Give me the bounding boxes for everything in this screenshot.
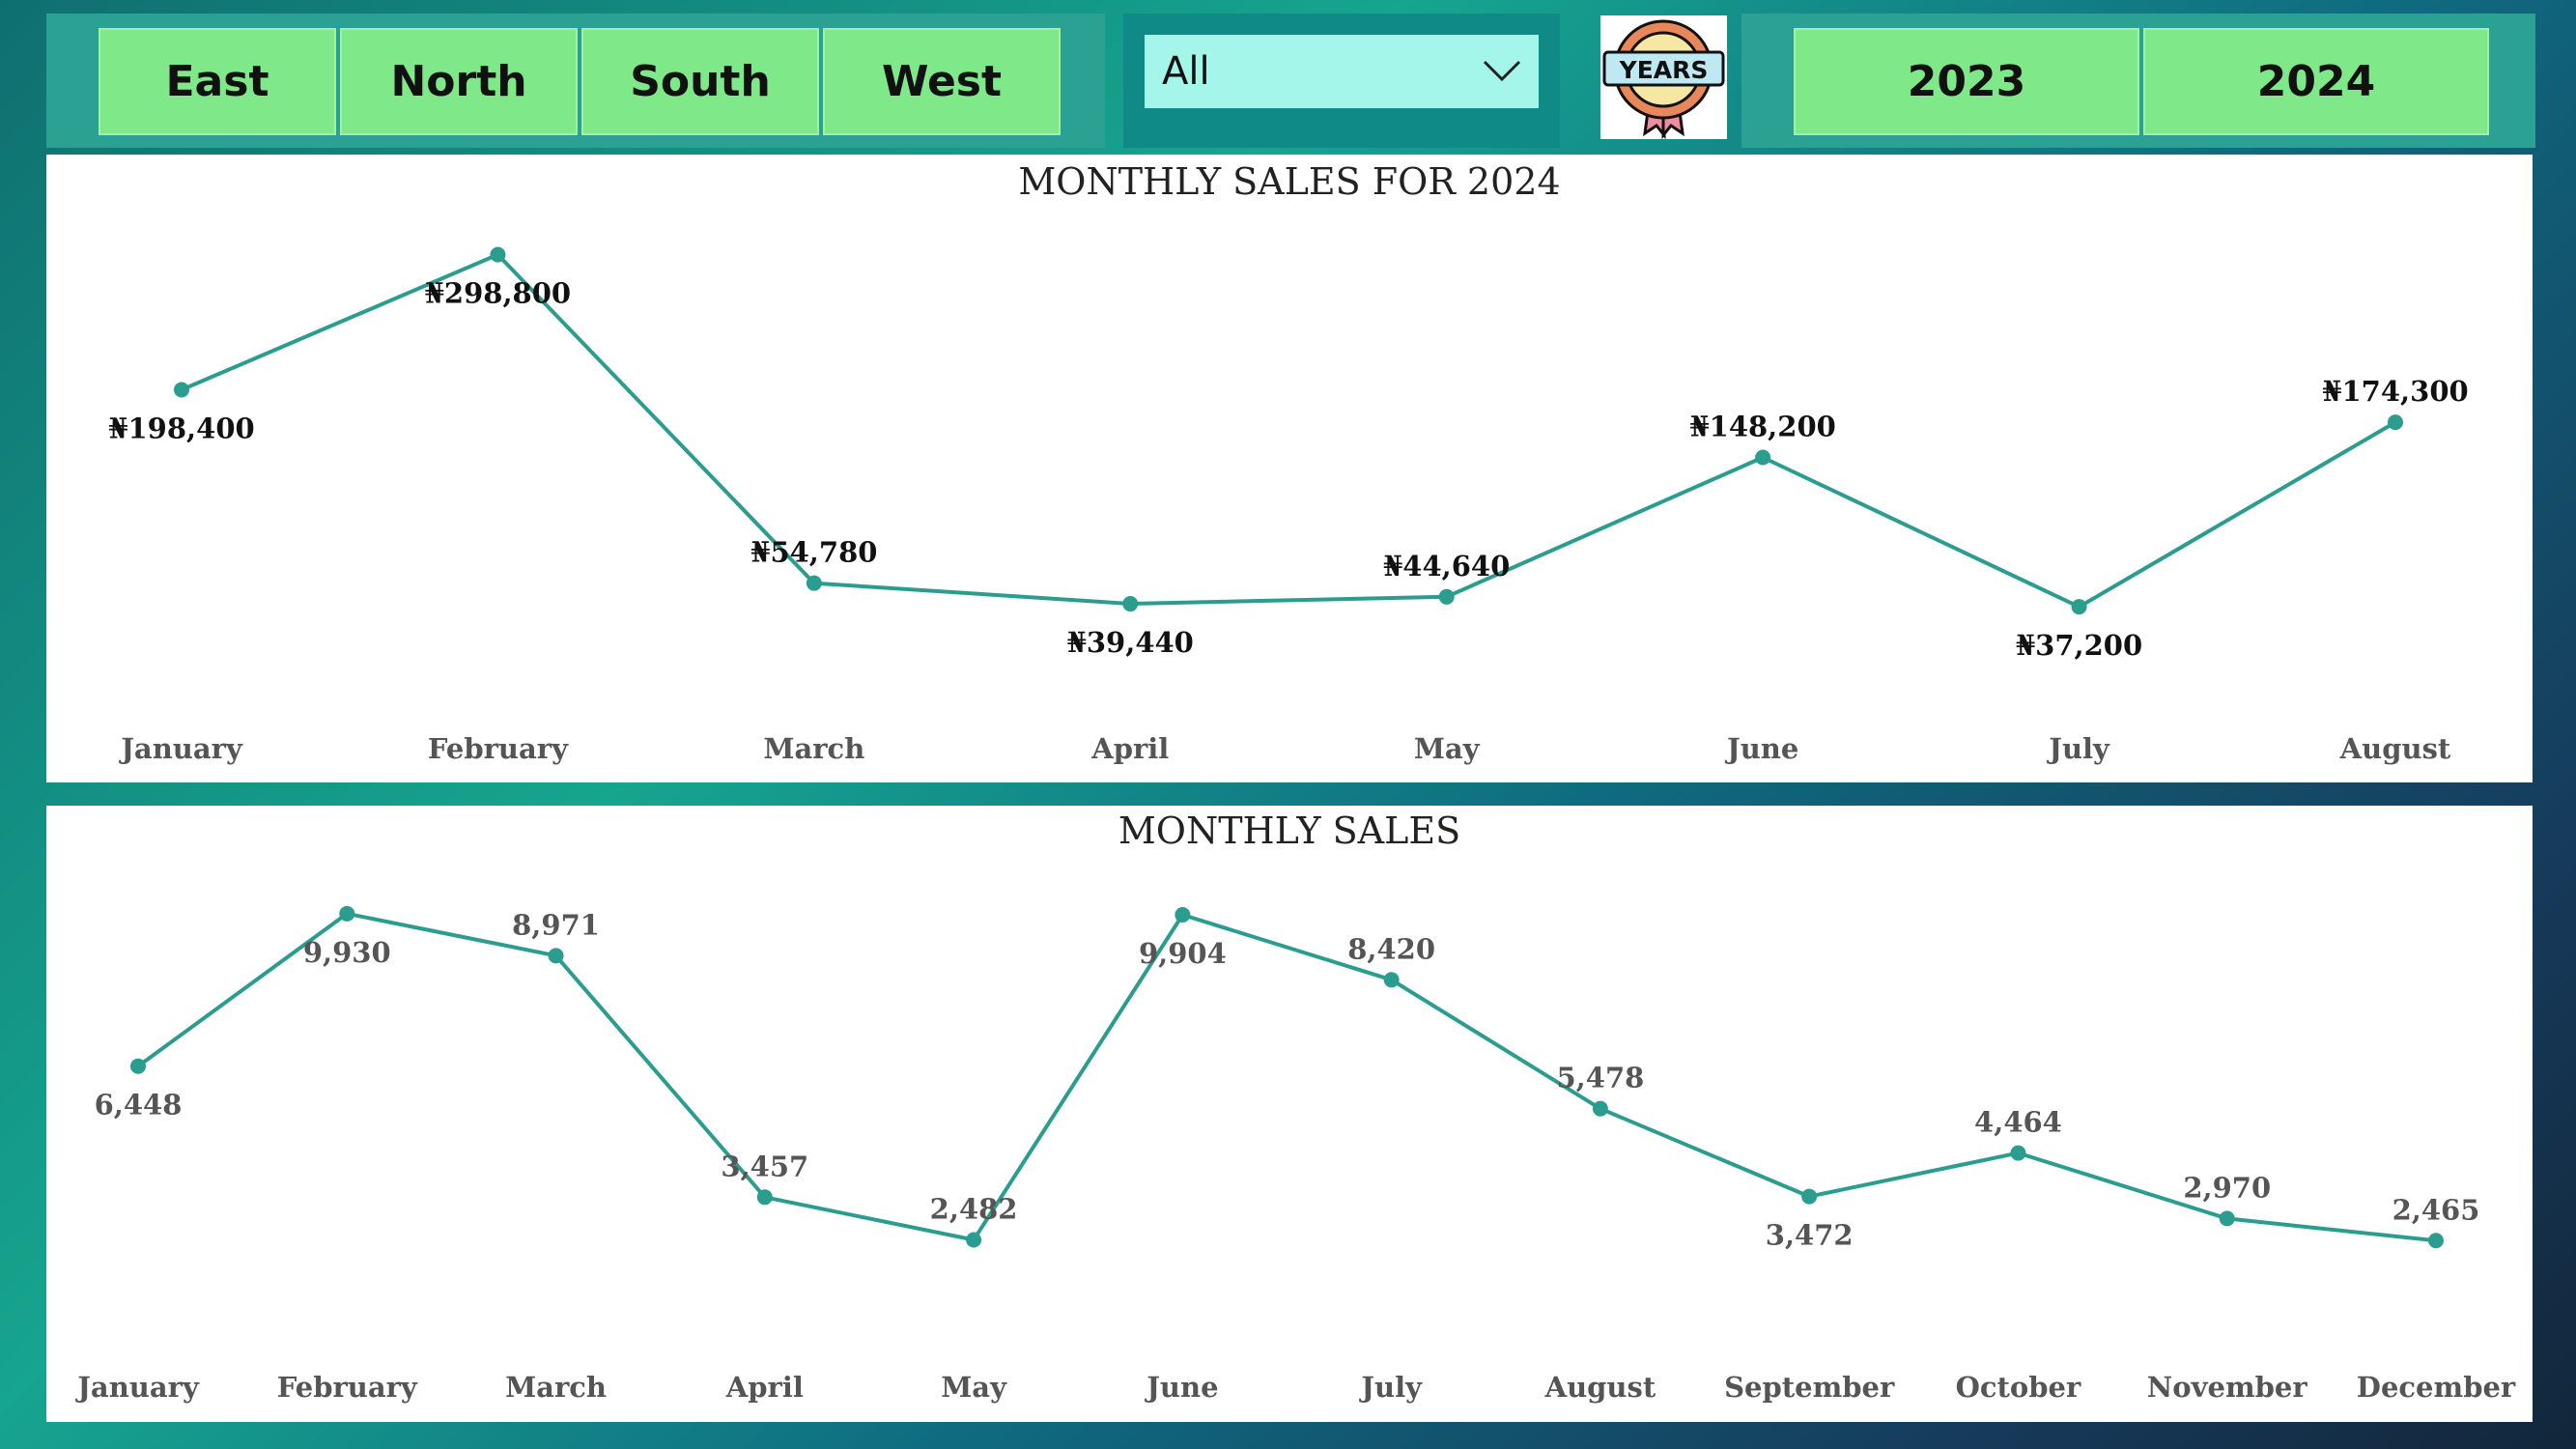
category-label: June — [1144, 1371, 1218, 1404]
data-point — [756, 1189, 773, 1206]
data-label: 8,971 — [512, 908, 600, 941]
data-point — [2010, 1145, 2026, 1161]
data-point — [806, 575, 822, 591]
monthly-sales-chart: MONTHLY SALES 6,448 January 9,930 February 8… — [46, 806, 2533, 1422]
data-point — [1383, 972, 1400, 988]
data-label: ₦174,300 — [2322, 375, 2468, 408]
data-label: 3,457 — [721, 1150, 808, 1182]
category-label: December — [2357, 1371, 2516, 1404]
region-button-east[interactable]: East — [99, 28, 336, 135]
data-label: ₦54,780 — [750, 536, 877, 569]
year-slicer: 2023 2024 — [1741, 14, 2535, 148]
years-badge-icon: YEARS — [1602, 19, 1725, 140]
data-point — [2428, 1233, 2444, 1249]
region-button-north[interactable]: North — [340, 28, 578, 135]
data-point — [2071, 599, 2087, 615]
chart-plot: ₦198,400 January ₦298,800 February ₦54,780 Ma… — [108, 246, 2469, 765]
monthly-sales-2024-chart: MONTHLY SALES FOR 2024 ₦198,400 January ₦2… — [46, 155, 2533, 782]
data-point — [2219, 1210, 2235, 1227]
data-label: ₦37,200 — [2016, 629, 2142, 662]
category-label: November — [2147, 1371, 2308, 1404]
data-point — [339, 905, 355, 922]
data-label: 5,478 — [1557, 1062, 1645, 1094]
region-button-west[interactable]: West — [823, 28, 1061, 135]
chart-title: MONTHLY SALES FOR 2024 — [1018, 160, 1561, 203]
category-label: June — [1724, 732, 1798, 765]
data-label: 2,465 — [2392, 1193, 2480, 1226]
data-point — [1175, 907, 1191, 923]
data-point — [1438, 588, 1455, 605]
category-label: February — [428, 732, 569, 765]
data-label: 8,420 — [1347, 932, 1435, 965]
category-label: February — [277, 1371, 418, 1404]
category-label: March — [763, 732, 864, 765]
data-point — [548, 948, 564, 964]
series-line — [136, 911, 2437, 1243]
category-label: April — [1090, 732, 1169, 765]
data-label: 3,472 — [1766, 1219, 1854, 1252]
data-point — [1592, 1100, 1608, 1117]
data-point — [130, 1058, 146, 1074]
category-label: March — [505, 1371, 607, 1404]
data-label: ₦198,400 — [108, 412, 254, 445]
data-point — [966, 1232, 982, 1248]
data-label: 9,904 — [1139, 937, 1227, 970]
data-point — [490, 246, 506, 263]
data-point — [2388, 414, 2403, 431]
chevron-down-icon — [1483, 60, 1521, 82]
region-slicer: East North South West — [46, 14, 1105, 148]
category-label: August — [1544, 1371, 1656, 1404]
data-label: ₦298,800 — [425, 277, 571, 310]
logo-text: YEARS — [1619, 56, 1709, 84]
category-label: May — [941, 1371, 1007, 1404]
category-label: January — [74, 1371, 200, 1404]
category-label: October — [1956, 1371, 2081, 1404]
data-label: ₦39,440 — [1067, 626, 1194, 659]
data-point — [1122, 596, 1139, 612]
category-label: July — [2046, 732, 2110, 765]
chart-title: MONTHLY SALES — [1118, 810, 1461, 852]
years-logo: YEARS — [1600, 15, 1727, 140]
data-point — [174, 382, 189, 398]
filter-dropdown-value: All — [1162, 49, 1210, 94]
data-label: ₦148,200 — [1689, 410, 1835, 442]
data-label: 2,970 — [2183, 1171, 2271, 1204]
chart-plot: 6,448 January 9,930 February 8,971 March 3,457… — [74, 905, 2516, 1404]
data-label: 4,464 — [1974, 1106, 2062, 1139]
data-label: 2,482 — [930, 1192, 1018, 1225]
filter-dropdown[interactable]: All — [1145, 35, 1539, 108]
year-button-2023[interactable]: 2023 — [1794, 28, 2139, 135]
year-button-2024[interactable]: 2024 — [2143, 28, 2489, 135]
category-label: April — [725, 1371, 804, 1404]
data-label: 9,930 — [303, 936, 391, 969]
data-label: 6,448 — [95, 1089, 183, 1122]
category-label: May — [1414, 732, 1481, 765]
category-label: July — [1358, 1371, 1423, 1404]
series-line — [181, 252, 2397, 610]
data-point — [1755, 449, 1771, 466]
category-label: September — [1724, 1371, 1895, 1404]
filter-panel: All — [1123, 14, 1560, 148]
data-point — [1801, 1188, 1818, 1205]
category-label: January — [118, 732, 243, 765]
data-label: ₦44,640 — [1383, 550, 1510, 582]
region-button-south[interactable]: South — [581, 28, 819, 135]
category-label: August — [2339, 732, 2451, 765]
